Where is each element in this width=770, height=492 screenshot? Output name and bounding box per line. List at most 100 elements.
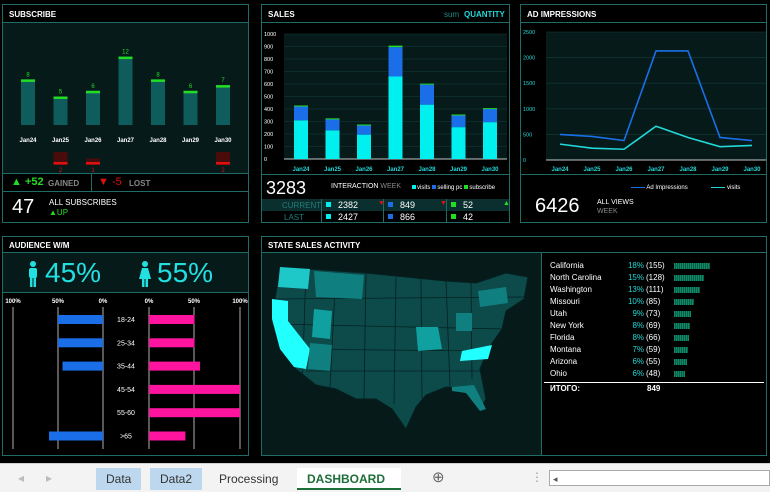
female-bar [149,431,186,441]
state-pct: 8% [632,321,644,330]
last-label: LAST [284,213,305,222]
male-bar [58,315,103,324]
male-bar [62,361,103,371]
y-tick-label: 2000 [523,56,535,62]
ad-total: 6426 [535,195,580,217]
state-bar [674,335,690,341]
male-bar [49,431,103,441]
state-count: (66) [646,333,661,342]
line-Ad-Impressions [559,50,753,142]
bar-visits [294,120,308,159]
lost-label: 1 [91,168,95,174]
day-label: Jan29 [182,138,200,144]
sum-toggle[interactable]: sum [444,10,460,19]
bar-visits [325,130,340,159]
bar-selling-pc [357,125,371,135]
y-tick-label: 100 [264,145,273,151]
state-count: (85) [646,297,661,306]
gained-bar [216,85,230,125]
ad-chart: 0 500 1000 1500 2000 2500 Jan24 Jan25 Jan26 Jan27… [523,30,766,173]
ad-legend: Ad Impressions visits [631,185,740,191]
sales-title: SALES [262,5,509,23]
map-state-florida [452,385,486,411]
map-state-washington [278,267,310,289]
x-tick-label: Jan24 [551,167,569,173]
state-bar [674,287,700,293]
map-state-montana [314,271,364,299]
state-count: (69) [646,321,661,330]
legend-visits: visits [727,185,741,191]
horizontal-scrollbar[interactable]: ◂ [549,470,770,486]
day-label: Jan26 [84,138,102,144]
state-pct: 9% [632,309,644,318]
gained-bar-cap [86,90,100,94]
state-name: Montana [550,345,582,354]
tab-dashboard[interactable]: DASHBOARD [297,468,401,490]
state-bar [674,275,704,281]
y-tick-label: 0 [523,158,526,164]
interaction-label: INTERACTION [331,183,379,190]
x-tick-label: Jan30 [481,167,499,173]
gained-label: 6 [189,84,193,90]
y-tick-label: 900 [264,45,273,51]
state-pct: 18% [627,261,644,270]
sales-total: 3283 [266,178,307,198]
tab-data[interactable]: Data [96,468,142,490]
female-icon [139,261,151,287]
female-bar [149,338,195,348]
state-pct: 6% [632,369,644,378]
bar-visits [388,76,403,159]
swatch [388,202,393,207]
legend-label: subscribe [469,185,496,191]
y-tick-label: 0 [264,157,267,163]
swatch [326,202,331,207]
map-state-utah [312,309,332,339]
state-bar [674,371,686,377]
state-bar [674,299,694,305]
bar-subscribe [357,124,371,126]
bar-visits [357,134,371,159]
map-state-california [272,299,310,369]
state-title: STATE SALES ACTIVITY [262,237,766,253]
scroll-left-icon[interactable]: ◂ [18,471,25,485]
gained-bar-cap [216,85,230,88]
quantity-toggle[interactable]: QUANTITY [464,10,505,19]
bar-subscribe [451,114,466,116]
swatch [451,214,456,219]
y-tick-label: 300 [264,120,273,126]
scroll-right-icon[interactable]: ▸ [46,471,53,485]
subscribe-panel: SUBSCRIBE 8 Jan24 5 Jan25 2 6 Jan26 1 12 Jan27 8 Ja… [2,4,249,223]
gained-bar-cap [118,56,133,60]
lost-label: LOST [129,179,151,188]
gained-label: 12 [122,50,129,56]
age-group-label: 35-44 [117,364,135,371]
state-name: Missouri [550,297,580,306]
state-count: (128) [646,273,665,282]
female-bar [149,384,240,394]
y-tick-label: 800 [264,57,273,63]
female-bar [149,315,195,324]
state-row: New York 8% (69) [550,321,765,333]
week-label: WEEK [380,183,402,190]
tab-processing[interactable]: Processing [219,472,279,486]
scrollbar-left-arrow-icon[interactable]: ◂ [553,474,558,484]
day-label: Jan25 [52,138,70,144]
lost-bar [216,152,230,165]
y-tick-label: 600 [264,82,273,88]
bar-selling-pc [420,84,434,105]
state-panel: STATE SALES ACTIVITY California 18% (155… [261,236,767,456]
sales-title-text: SALES [268,10,295,19]
y-tick-label: 500 [264,95,273,101]
x-tick-label: Jan29 [450,167,468,173]
bar-subscribe [325,118,340,120]
bar-selling-pc [451,115,466,128]
bar-subscribe [294,105,308,107]
add-sheet-icon[interactable]: ⊕ [432,469,445,486]
state-row: Ohio 6% (48) [550,369,765,381]
state-row: Florida 8% (66) [550,333,765,345]
sales-chart: 0 100 200 300 400 500 600 700 800 900 1000 Jan24 Jan… [264,32,507,173]
lost-label: 2 [59,168,63,174]
options-icon[interactable]: ⋮ [531,470,543,484]
tab-data2[interactable]: Data2 [150,468,203,490]
state-pct: 6% [632,357,644,366]
